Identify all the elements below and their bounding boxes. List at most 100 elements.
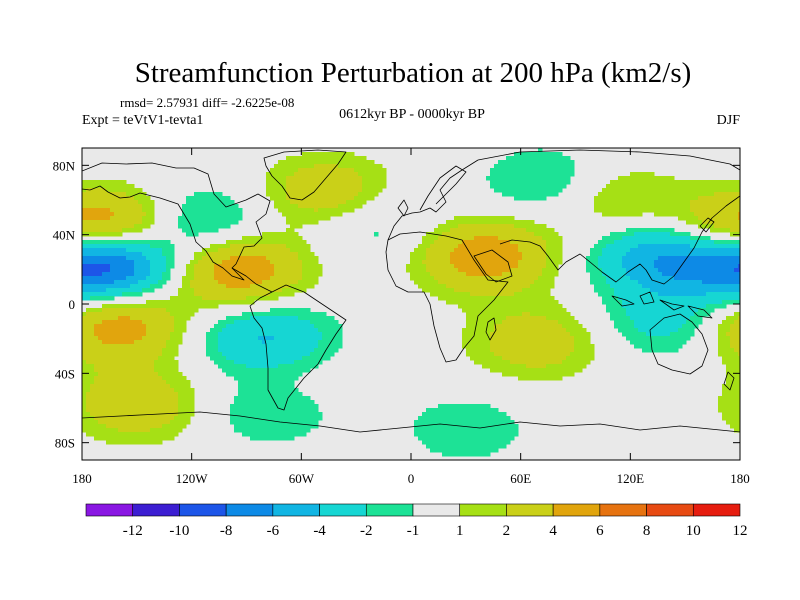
field-cell bbox=[298, 336, 303, 341]
field-cell bbox=[434, 272, 439, 277]
field-cell bbox=[126, 288, 131, 293]
field-cell bbox=[698, 248, 703, 253]
field-cell bbox=[282, 204, 287, 209]
field-cell bbox=[126, 276, 131, 281]
field-cell bbox=[130, 208, 135, 213]
field-cell bbox=[534, 288, 539, 293]
field-cell bbox=[718, 248, 723, 253]
field-cell bbox=[482, 260, 487, 265]
field-cell bbox=[190, 232, 195, 237]
field-cell bbox=[94, 276, 99, 281]
field-cell bbox=[354, 164, 359, 169]
field-cell bbox=[114, 188, 119, 193]
field-cell bbox=[698, 200, 703, 205]
field-cell bbox=[470, 296, 475, 301]
field-cell bbox=[250, 284, 255, 289]
field-cell bbox=[314, 272, 319, 277]
field-cell bbox=[670, 176, 675, 181]
field-cell bbox=[226, 292, 231, 297]
field-cell bbox=[150, 344, 155, 349]
field-cell bbox=[666, 240, 671, 245]
field-cell bbox=[530, 152, 535, 157]
field-cell bbox=[294, 172, 299, 177]
field-cell bbox=[662, 272, 667, 277]
field-cell bbox=[658, 196, 663, 201]
field-cell bbox=[698, 268, 703, 273]
field-cell bbox=[206, 296, 211, 301]
field-cell bbox=[658, 256, 663, 261]
field-cell bbox=[602, 284, 607, 289]
field-cell bbox=[526, 324, 531, 329]
field-cell bbox=[102, 220, 107, 225]
field-cell bbox=[206, 204, 211, 209]
field-cell bbox=[234, 212, 239, 217]
field-cell bbox=[734, 244, 739, 249]
field-cell bbox=[502, 280, 507, 285]
field-cell bbox=[306, 284, 311, 289]
field-cell bbox=[138, 276, 143, 281]
field-cell bbox=[570, 332, 575, 337]
field-cell bbox=[170, 344, 175, 349]
field-cell bbox=[514, 184, 519, 189]
field-cell bbox=[358, 172, 363, 177]
field-cell bbox=[278, 320, 283, 325]
field-cell bbox=[90, 228, 95, 233]
field-cell bbox=[526, 220, 531, 225]
field-cell bbox=[174, 296, 179, 301]
field-cell bbox=[474, 328, 479, 333]
field-cell bbox=[706, 288, 711, 293]
field-cell bbox=[714, 264, 719, 269]
field-cell bbox=[294, 196, 299, 201]
field-cell bbox=[734, 320, 739, 325]
field-cell bbox=[222, 252, 227, 257]
field-cell bbox=[510, 268, 515, 273]
field-cell bbox=[646, 196, 651, 201]
field-cell bbox=[550, 252, 555, 257]
field-cell bbox=[246, 312, 251, 317]
field-cell bbox=[358, 184, 363, 189]
field-cell bbox=[730, 256, 735, 261]
field-cell bbox=[106, 216, 111, 221]
field-cell bbox=[646, 336, 651, 341]
field-cell bbox=[514, 296, 519, 301]
field-cell bbox=[294, 312, 299, 317]
field-cell bbox=[730, 336, 735, 341]
field-cell bbox=[618, 304, 623, 309]
field-cell bbox=[190, 292, 195, 297]
field-cell bbox=[642, 264, 647, 269]
field-cell bbox=[250, 296, 255, 301]
field-cell bbox=[142, 224, 147, 229]
field-cell bbox=[610, 188, 615, 193]
field-cell bbox=[310, 256, 315, 261]
field-cell bbox=[186, 204, 191, 209]
field-cell bbox=[286, 256, 291, 261]
field-cell bbox=[578, 324, 583, 329]
field-cell bbox=[286, 188, 291, 193]
field-cell bbox=[726, 192, 731, 197]
field-cell bbox=[498, 336, 503, 341]
field-cell bbox=[254, 256, 259, 261]
field-cell bbox=[566, 348, 571, 353]
field-cell bbox=[702, 304, 707, 309]
field-cell bbox=[102, 316, 107, 321]
field-cell bbox=[534, 252, 539, 257]
field-cell bbox=[690, 296, 695, 301]
field-cell bbox=[138, 324, 143, 329]
field-cell bbox=[694, 316, 699, 321]
field-cell bbox=[206, 340, 211, 345]
field-cell bbox=[626, 180, 631, 185]
field-cell bbox=[666, 200, 671, 205]
field-cell bbox=[510, 252, 515, 257]
field-cell bbox=[298, 324, 303, 329]
field-cell bbox=[210, 192, 215, 197]
field-cell bbox=[462, 224, 467, 229]
field-cell bbox=[282, 272, 287, 277]
field-cell bbox=[302, 172, 307, 177]
field-cell bbox=[714, 260, 719, 265]
field-cell bbox=[642, 340, 647, 345]
field-cell bbox=[702, 272, 707, 277]
field-cell bbox=[290, 336, 295, 341]
field-cell bbox=[690, 324, 695, 329]
field-cell bbox=[710, 248, 715, 253]
field-cell bbox=[674, 236, 679, 241]
